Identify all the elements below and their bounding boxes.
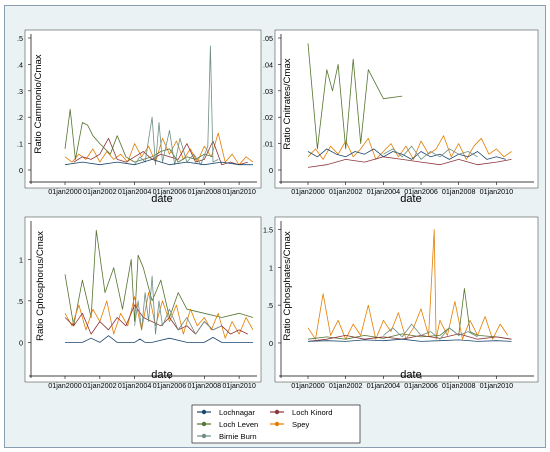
x-tick-label: 01jan2006 [153,187,187,196]
series-line-spey [307,135,512,160]
series-line-loch-leven [64,229,254,327]
y-tick-label: .5 [17,34,23,43]
chart-panel-2: 0 .01 .02 .03 .04 .05 01jan2000 01jan2002 01jan2… [263,29,539,205]
y-tick-label: .05 [263,34,273,43]
y-tick-label: .03 [263,87,273,96]
y-tick-label: 0 [19,166,23,175]
legend-label-spey: Spey [292,420,310,429]
y-tick-label: 1.5 [263,226,273,235]
x-tick-label: 01jan2008 [187,187,221,196]
series-line-loch-leven [307,288,512,340]
x-tick-label: 01jan2010 [222,381,256,390]
x-tick-label: 01jan2000 [291,187,325,196]
y-axis-label: Ratio Cphosphates/Cmax [282,231,293,341]
legend-marker-birnie-burn [201,433,207,439]
x-tick-label: 01jan2006 [153,381,187,390]
legend-marker-lochnagar [201,409,207,415]
y-tick-label: .5 [267,301,273,310]
x-axis-label: date [400,193,421,205]
x-tick-label: 01jan2010 [480,381,514,390]
x-tick-label: 01jan2010 [480,187,514,196]
plot-area [24,29,262,189]
series-line-lochnagar [307,338,512,342]
y-tick-label: .1 [17,140,23,149]
series-line-spey [307,229,509,340]
series-line-birnie-burn [383,145,478,160]
x-tick-label: 01jan2006 [404,381,438,390]
x-tick-label: 01jan2004 [118,381,152,390]
series-line-birnie-burn [134,275,222,335]
y-tick-label: .01 [263,140,273,149]
y-axis-label: Ratio Cnitrates/Cmax [282,58,293,149]
series-line-birnie-burn [383,323,478,340]
x-tick-label: 01jan2002 [83,187,117,196]
x-tick-label: 01jan2000 [291,381,325,390]
y-tick-label: 0 [269,339,273,348]
plot-area [24,216,262,383]
y-axis-label: Ratio Cphosphorus/Cmax [35,231,46,341]
series-line-loch-leven [307,43,403,150]
x-tick-label: 01jan2000 [48,381,82,390]
x-tick-label: 01jan2002 [83,381,117,390]
y-tick-label: 1 [269,263,273,272]
y-axis-label: Ratio Cammonio/Cmax [33,54,44,153]
x-tick-label: 01jan2000 [48,187,82,196]
y-tick-label: 1 [19,255,23,264]
series-line-spey [64,132,254,166]
series-line-loch-kinord [307,333,512,342]
x-tick-label: 01jan2004 [118,187,152,196]
x-tick-label: 01jan2008 [187,381,221,390]
y-tick-label: 0 [19,338,23,347]
chart-panel-3: 0 .5 1 01jan2000 01jan2002 01jan2004 01jan2006… [17,216,262,390]
x-tick-label: 01jan2002 [329,381,363,390]
plot-area [274,216,539,383]
legend-marker-loch-kinord [274,409,280,415]
legend-label-loch-kinord: Loch Kinord [292,408,333,417]
x-tick-label: 01jan2008 [442,381,476,390]
x-tick-label: 01jan2002 [329,187,363,196]
x-tick-label: 01jan2010 [222,187,256,196]
series-line-birnie-burn [134,45,219,166]
x-tick-label: 01jan2006 [404,187,438,196]
legend-marker-spey [274,421,280,427]
x-tick-label: 01jan2008 [442,187,476,196]
legend-label-birnie-burn: Birnie Burn [219,432,257,441]
y-tick-label: .5 [17,297,23,306]
legend-marker-loch-leven [201,421,207,427]
legend: Lochnagar Loch Kinord Loch Leven Spey Birnie… [191,404,361,444]
plot-area [274,29,539,189]
series-line-lochnagar [65,335,253,343]
x-axis-label: date [400,369,421,381]
y-tick-label: .04 [263,60,273,69]
series-line-loch-kinord [307,156,512,168]
series-line-lochnagar [64,158,253,166]
x-axis-label: date [151,193,172,205]
y-tick-label: .3 [17,87,23,96]
x-tick-label: 01jan2004 [367,187,401,196]
series-line-loch-kinord [73,137,248,166]
y-tick-label: .2 [17,113,23,122]
y-tick-label: .02 [263,113,273,122]
y-tick-label: .4 [17,60,23,69]
legend-label-loch-leven: Loch Leven [219,420,258,429]
x-tick-label: 01jan2004 [367,381,401,390]
legend-label-lochnagar: Lochnagar [219,408,255,417]
y-tick-label: 0 [269,166,273,175]
x-axis-label: date [151,369,172,381]
